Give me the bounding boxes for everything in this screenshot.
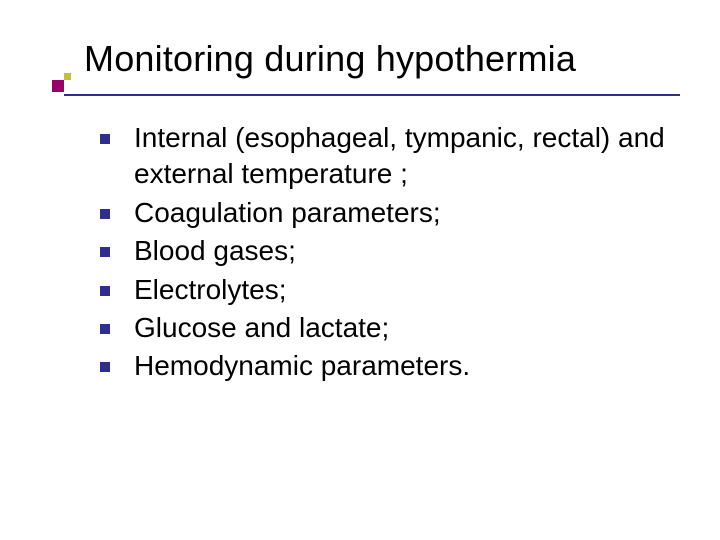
slide-title: Monitoring during hypothermia	[84, 38, 576, 80]
bullet-icon	[100, 362, 110, 372]
bullet-icon	[100, 324, 110, 334]
bullet-icon	[100, 247, 110, 257]
list-item-text: Coagulation parameters;	[134, 195, 441, 231]
list-item: Glucose and lactate;	[100, 310, 680, 346]
bullet-list: Internal (esophageal, tympanic, rectal) …	[100, 120, 680, 387]
list-item: Electrolytes;	[100, 272, 680, 308]
square-small-icon	[64, 73, 71, 80]
bullet-icon	[100, 209, 110, 219]
list-item-text: Hemodynamic parameters.	[134, 348, 470, 384]
list-item-text: Glucose and lactate;	[134, 310, 389, 346]
list-item: Blood gases;	[100, 233, 680, 269]
slide: Monitoring during hypothermia Internal (…	[0, 0, 720, 540]
title-underline	[64, 94, 680, 96]
list-item-text: Blood gases;	[134, 233, 296, 269]
bullet-icon	[100, 286, 110, 296]
list-item: Hemodynamic parameters.	[100, 348, 680, 384]
square-large-icon	[52, 80, 64, 92]
list-item-text: Electrolytes;	[134, 272, 287, 308]
title-area: Monitoring during hypothermia	[52, 38, 680, 96]
list-item: Internal (esophageal, tympanic, rectal) …	[100, 120, 680, 193]
bullet-icon	[100, 134, 110, 144]
list-item-text: Internal (esophageal, tympanic, rectal) …	[134, 120, 680, 193]
list-item: Coagulation parameters;	[100, 195, 680, 231]
